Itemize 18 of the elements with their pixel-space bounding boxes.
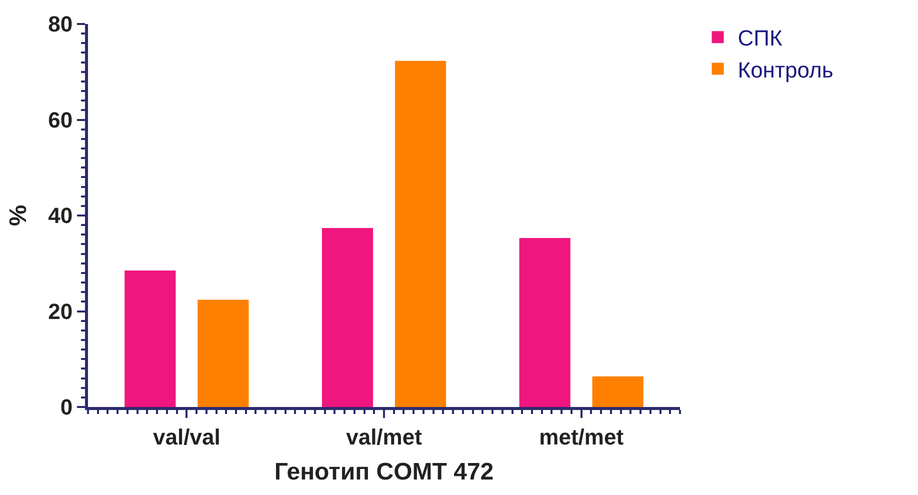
y-tick-label: 60 xyxy=(48,107,73,132)
bar xyxy=(519,238,570,407)
bar xyxy=(394,60,446,407)
bar xyxy=(592,376,644,407)
legend-label: СПК xyxy=(738,26,782,51)
legend-label: Контроль xyxy=(738,57,834,82)
y-tick-label: 80 xyxy=(48,12,73,37)
x-tick-label: met/met xyxy=(539,424,624,450)
y-tick-label: 0 xyxy=(60,394,73,420)
x-tick-label: val/met xyxy=(346,424,423,450)
y-axis-title: % xyxy=(5,204,32,226)
bar xyxy=(124,270,176,407)
x-tick-label: val/val xyxy=(153,424,220,450)
y-tick-label: 40 xyxy=(48,203,73,228)
y-tick-label: 20 xyxy=(48,298,73,324)
bar xyxy=(198,300,249,407)
x-axis-title: Генотип COMT 472 xyxy=(274,458,494,486)
bar xyxy=(322,228,374,407)
